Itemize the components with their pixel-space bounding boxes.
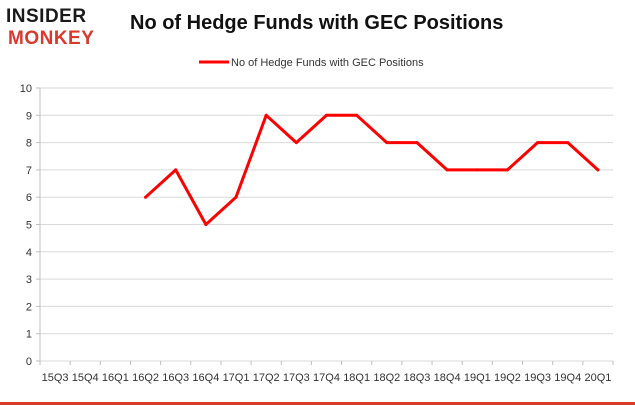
series-line-0	[144, 113, 600, 226]
data-point-19Q2	[505, 168, 509, 172]
y-tick-label-0: 0	[26, 356, 32, 368]
data-point-20Q1	[596, 168, 600, 172]
x-tick-label-19Q1: 19Q1	[464, 372, 491, 384]
data-point-17Q2	[264, 113, 268, 117]
x-tick-label-16Q4: 16Q4	[192, 372, 219, 384]
y-tick-label-5: 5	[26, 220, 32, 232]
x-tick-label-15Q4: 15Q4	[72, 372, 99, 384]
data-point-18Q3	[415, 141, 419, 145]
y-tick-label-9: 9	[26, 110, 32, 122]
series-group	[144, 113, 600, 226]
x-tick-label-18Q4: 18Q4	[434, 372, 461, 384]
logo-line-2: MONKEY	[8, 28, 95, 49]
data-point-18Q1	[355, 113, 359, 117]
data-point-17Q3	[294, 141, 298, 145]
data-point-18Q4	[445, 168, 449, 172]
x-tick-label-15Q3: 15Q3	[42, 372, 69, 384]
y-tick-label-7: 7	[26, 165, 32, 177]
x-tick-label-18Q1: 18Q1	[343, 372, 370, 384]
x-tick-label-17Q2: 17Q2	[253, 372, 280, 384]
x-tick-label-16Q2: 16Q2	[132, 372, 159, 384]
x-tick-label-18Q2: 18Q2	[373, 372, 400, 384]
y-tick-label-2: 2	[26, 301, 32, 313]
data-point-16Q2	[144, 195, 148, 199]
data-point-19Q4	[566, 141, 570, 145]
y-tick-label-6: 6	[26, 192, 32, 204]
legend: No of Hedge Funds with GEC Positions	[199, 57, 424, 69]
chart-title: No of Hedge Funds with GEC Positions	[130, 12, 504, 34]
logo-line-1: INSIDER	[6, 6, 87, 27]
legend-label: No of Hedge Funds with GEC Positions	[231, 57, 424, 69]
y-axis-ticks: 0 1 2 3 4 5 6 7 8 9 10	[20, 83, 40, 368]
y-tick-label-10: 10	[20, 83, 32, 95]
x-tick-label-16Q1: 16Q1	[102, 372, 129, 384]
y-tick-label-4: 4	[26, 247, 32, 259]
x-tick-label-16Q3: 16Q3	[162, 372, 189, 384]
data-point-16Q4	[204, 223, 208, 226]
y-tick-label-8: 8	[26, 138, 32, 150]
x-tick-label-19Q2: 19Q2	[494, 372, 521, 384]
x-tick-label-20Q1: 20Q1	[584, 372, 611, 384]
insider-monkey-logo: INSIDER MONKEY	[6, 6, 118, 50]
x-tick-label-18Q3: 18Q3	[404, 372, 431, 384]
x-tick-label-17Q4: 17Q4	[313, 372, 340, 384]
x-tick-label-17Q1: 17Q1	[223, 372, 250, 384]
data-point-16Q3	[174, 168, 178, 172]
data-point-17Q1	[234, 195, 238, 199]
x-tick-label-17Q3: 17Q3	[283, 372, 310, 384]
x-tick-label-19Q3: 19Q3	[524, 372, 551, 384]
gridlines	[39, 87, 613, 362]
data-point-19Q1	[475, 168, 479, 172]
y-tick-label-3: 3	[26, 274, 32, 286]
x-tick-label-19Q4: 19Q4	[554, 372, 581, 384]
data-point-19Q3	[536, 141, 540, 145]
data-point-17Q4	[325, 113, 328, 117]
x-axis-ticks: 15Q3 15Q4 16Q1 16Q2 16Q3 16Q4 17Q1 17Q2 17Q3 17Q4…	[39, 361, 614, 384]
y-tick-label-1: 1	[26, 329, 32, 341]
data-point-18Q2	[385, 141, 389, 145]
